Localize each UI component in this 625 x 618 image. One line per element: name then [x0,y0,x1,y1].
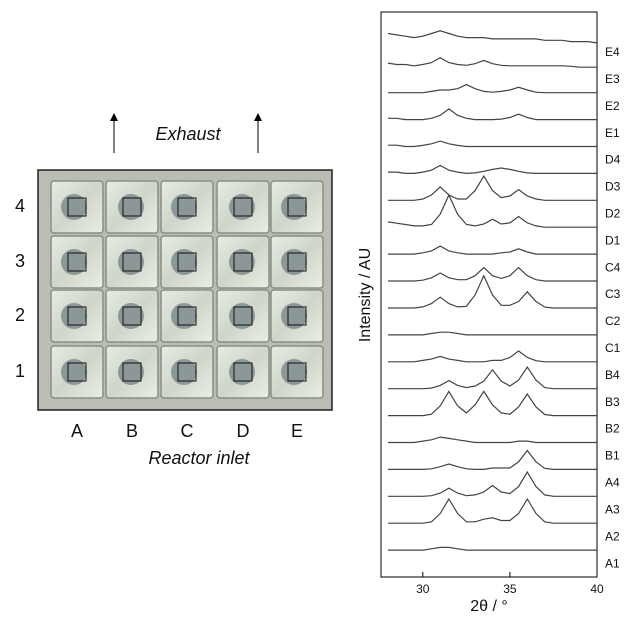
series-label: A1 [605,556,620,570]
x-tick-label: 35 [503,582,517,596]
sample-box [233,306,253,326]
sample-box [122,197,142,217]
sample-box [287,252,307,272]
trace [388,366,597,390]
trace [388,497,597,524]
sample-spot [229,303,255,329]
x-axis-label: 2θ / ° [470,598,508,615]
column-label: D [237,421,250,441]
row-label: 4 [15,196,25,216]
sample-spot [118,303,144,329]
sample-box [233,197,253,217]
trace [388,390,597,417]
column-label: A [71,421,83,441]
sample-box [67,362,87,382]
column-label: C [181,421,194,441]
trace [388,449,597,470]
trace [388,546,597,551]
sample-box [287,197,307,217]
series-label: E3 [605,72,620,86]
trace [387,30,598,44]
series-label: B1 [605,449,620,463]
trace [387,193,597,228]
sample-box [67,306,87,326]
series-label: E1 [605,126,620,140]
x-tick-label: 40 [590,582,604,596]
series-label: B3 [605,395,620,409]
sample-spot [118,249,144,275]
sample-box [233,252,253,272]
trace [388,470,597,497]
series-label: C4 [605,260,621,274]
trace [388,108,597,121]
bottom-label: Reactor inlet [148,448,250,468]
trace [388,83,597,94]
trace [388,436,597,444]
sample-spot [229,249,255,275]
column-label: B [126,421,138,441]
sample-box [122,306,142,326]
row-label: 1 [15,361,25,381]
sample-box [287,306,307,326]
row-label: 3 [15,251,25,271]
series-label: C2 [605,314,621,328]
series-label: D1 [605,233,621,247]
sample-box [177,306,197,326]
trace [388,245,597,255]
sample-box [177,362,197,382]
y-axis-label: Intensity / AU [357,248,374,342]
plot-frame [380,11,598,578]
trace [388,350,597,363]
series-label: D4 [605,153,621,167]
arrow-head [110,113,118,121]
trace [387,57,597,68]
sample-box [177,252,197,272]
row-label: 2 [15,305,25,325]
sample-box [67,197,87,217]
sample-spot [118,194,144,220]
series-label: A2 [605,529,620,543]
series-label: E4 [605,45,620,59]
series-label: D2 [605,207,621,221]
series-label: C3 [605,287,621,301]
column-label: E [291,421,303,441]
sample-spot [229,359,255,385]
sample-spot [118,359,144,385]
series-label: D3 [605,180,621,194]
trace [388,174,597,201]
sample-box [233,362,253,382]
reactor-photo [37,169,333,411]
series-label: A4 [605,476,620,490]
sample-box [67,252,87,272]
arrow-head [254,113,262,121]
sample-spot [229,194,255,220]
x-tick-label: 30 [416,582,430,596]
trace [388,274,597,309]
trace [388,331,597,336]
series-label: B4 [605,368,620,382]
sample-box [122,362,142,382]
sample-box [122,252,142,272]
trace [388,266,597,282]
sample-box [177,197,197,217]
series-label: C1 [605,341,621,355]
top-label: Exhaust [155,124,221,144]
series-label: E2 [605,99,620,113]
series-label: A3 [605,502,620,516]
trace [388,164,597,175]
sample-box [287,362,307,382]
trace [388,140,597,148]
series-label: B2 [605,422,620,436]
